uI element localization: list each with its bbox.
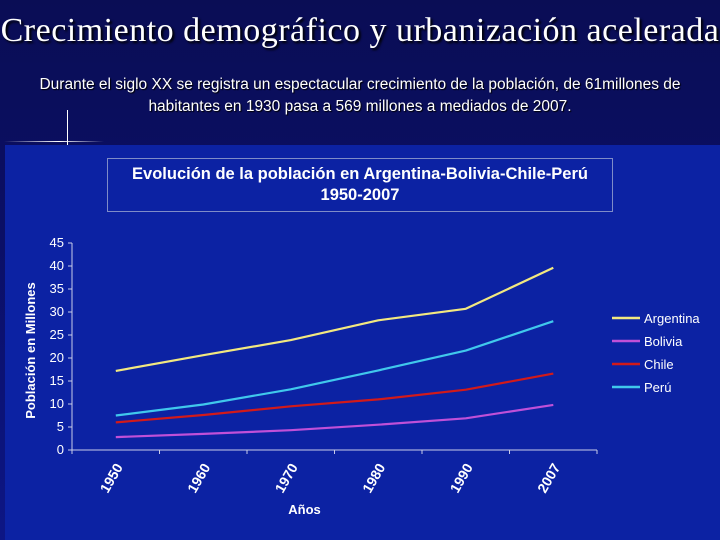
slide-title: Crecimiento demográfico y urbanización a… <box>0 12 720 49</box>
y-tick-label: 0 <box>57 442 64 457</box>
series-line-chile <box>115 372 554 424</box>
y-tick-label: 45 <box>50 235 64 250</box>
decorative-divider-horizontal <box>4 141 104 142</box>
y-tick-label: 25 <box>50 327 64 342</box>
x-tick-label: 1970 <box>271 460 301 495</box>
x-tick-label: 1980 <box>359 460 389 495</box>
series-line-bolivia <box>115 403 554 439</box>
chart-panel <box>5 145 720 540</box>
legend-label: Bolivia <box>644 334 683 349</box>
legend-label: Argentina <box>644 311 700 326</box>
x-tick-label: 1990 <box>446 460 476 495</box>
chart-title: Evolución de la población en Argentina-B… <box>132 165 588 183</box>
series-line-argentina <box>115 266 554 372</box>
chart-subtitle: 1950-2007 <box>320 186 400 204</box>
y-axis-title: Población en Millones <box>23 282 38 419</box>
y-tick-label: 30 <box>50 304 64 319</box>
slide-subtitle: Durante el siglo XX se registra un espec… <box>39 76 681 115</box>
series-line-per <box>115 320 554 417</box>
decorative-divider-vertical <box>67 110 68 152</box>
y-tick-label: 40 <box>50 258 64 273</box>
y-tick-label: 35 <box>50 281 64 296</box>
legend-label: Chile <box>644 357 674 372</box>
chart-title-box: Evolución de la población en Argentina-B… <box>107 158 613 212</box>
x-axis-title: Años <box>288 502 321 517</box>
y-tick-label: 5 <box>57 419 64 434</box>
y-tick-label: 20 <box>50 350 64 365</box>
x-tick-label: 1960 <box>184 460 214 495</box>
legend-label: Perú <box>644 380 671 395</box>
x-tick-label: 2007 <box>534 460 564 495</box>
y-tick-label: 10 <box>50 396 64 411</box>
y-tick-label: 15 <box>50 373 64 388</box>
x-tick-label: 1950 <box>96 460 126 495</box>
